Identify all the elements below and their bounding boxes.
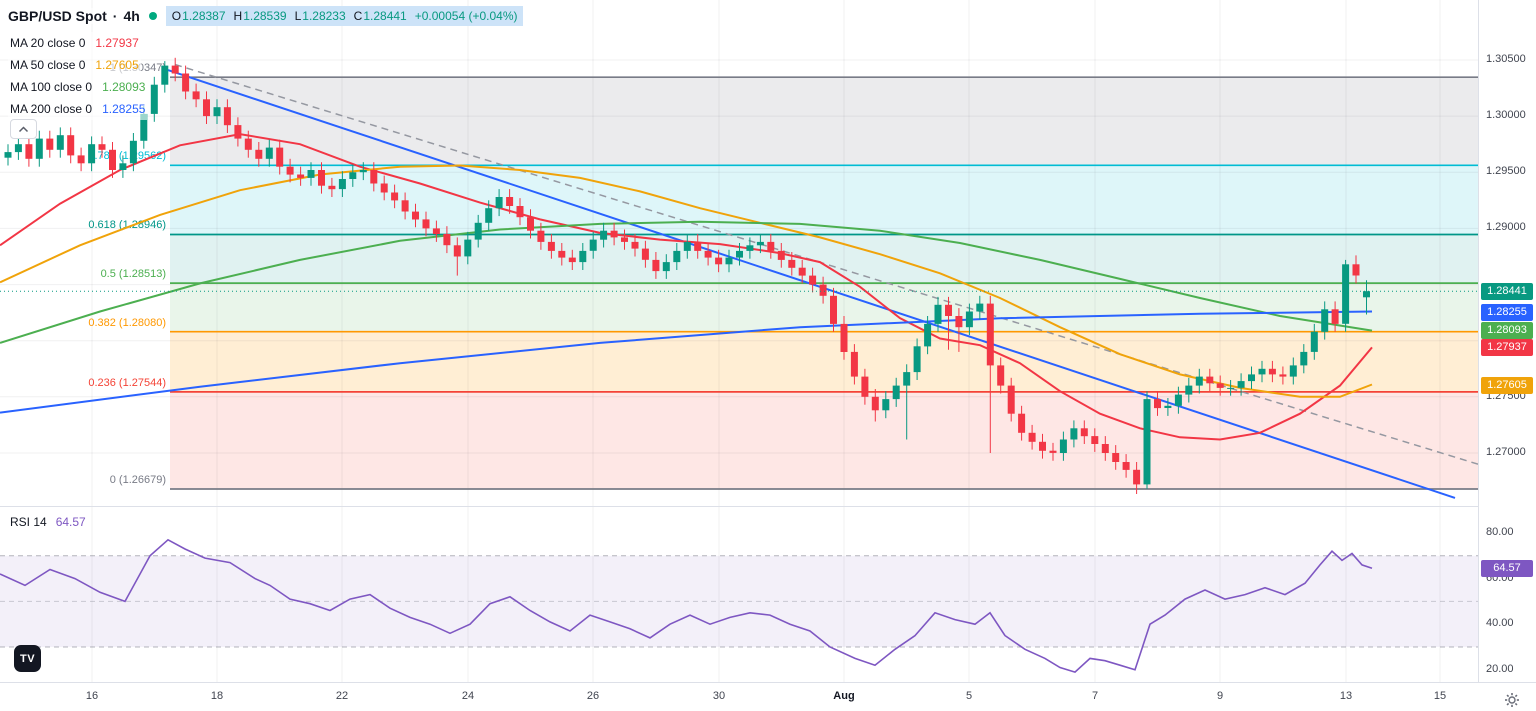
indicator-legend: MA 20 close 0 1.27937 MA 50 close 0 1.27605…	[8, 32, 523, 120]
chart-legend: GBP/USD Spot · 4h O 1.28387 H 1.28539 L 1.2…	[8, 6, 524, 120]
time-axis-label: 30	[712, 690, 726, 702]
candles-layer	[4, 57, 1370, 494]
price-axis-badge: 1.28255	[1481, 304, 1533, 321]
market-status-icon[interactable]	[148, 12, 157, 20]
price-axis-label: 1.27000	[1486, 446, 1526, 458]
rsi-indicator-name: RSI 14	[10, 515, 47, 529]
price-axis-label: 1.29000	[1486, 221, 1526, 233]
grid-layer	[0, 0, 1478, 682]
price-axis-badge: 1.28441	[1481, 283, 1533, 300]
time-axis-label: 9	[1216, 690, 1224, 702]
time-axis-label: Aug	[833, 690, 855, 702]
low-readout: L 1.28233	[295, 9, 346, 23]
low-value: 1.28233	[302, 9, 346, 23]
fib-level-label-0[interactable]: 0 (1.26679)	[109, 474, 166, 486]
rsi-axis-label: 20.00	[1486, 663, 1514, 675]
time-axis-label: 5	[965, 690, 973, 702]
indicator-value: 1.27937	[95, 36, 139, 50]
price-axis-badge: 1.27937	[1481, 339, 1533, 356]
rsi-axis-label: 40.00	[1486, 617, 1514, 629]
open-label: O	[171, 9, 182, 23]
indicator-name: MA 100 close 0	[10, 80, 93, 94]
ma100-line	[0, 220, 1373, 344]
indicator-value: 1.27605	[95, 58, 139, 72]
indicator-legend-ma-20[interactable]: MA 20 close 0 1.27937	[8, 32, 141, 54]
time-axis-label: 18	[210, 690, 224, 702]
rsi-indicator-value: 64.57	[55, 515, 86, 529]
indicator-legend-ma-200[interactable]: MA 200 close 0 1.28255	[8, 98, 148, 120]
indicator-legend-ma-100[interactable]: MA 100 close 0 1.28093	[8, 76, 148, 98]
indicator-name: MA 200 close 0	[10, 102, 93, 116]
price-axis[interactable]: 1.30500 1.30000 1.29500 1.29000 1.27500 1.270…	[1478, 0, 1536, 711]
close-readout: C 1.28441	[354, 9, 407, 23]
fib-level-label-0.618[interactable]: 0.618 (1.28946)	[88, 219, 166, 231]
time-axis[interactable]: 16 18 22 24 26 30 Aug 5 7 9 13 15	[0, 682, 1536, 711]
interval-label[interactable]: 4h	[123, 8, 140, 24]
fib-level-label-0.236[interactable]: 0.236 (1.27544)	[88, 377, 166, 389]
legend-collapse-button[interactable]	[10, 119, 37, 139]
time-axis-label: 7	[1091, 690, 1099, 702]
indicator-name: MA 50 close 0	[10, 58, 86, 72]
high-value: 1.28539	[243, 9, 287, 23]
open-readout: O 1.28387	[172, 9, 226, 23]
rsi-layer	[0, 538, 1478, 673]
price-axis-label: 1.29500	[1486, 165, 1526, 177]
price-axis-badge: 1.28093	[1481, 322, 1533, 339]
ohlc-readout: O 1.28387 H 1.28539 L 1.28233 C 1.28441 +0.0…	[165, 6, 524, 26]
fib-level-label-0.5[interactable]: 0.5 (1.28513)	[100, 268, 166, 280]
rsi-value-badge: 64.57	[1481, 560, 1533, 577]
fib-level-label-0.382[interactable]: 0.382 (1.28080)	[88, 317, 166, 329]
rsi-axis-label: 80.00	[1486, 526, 1514, 538]
symbol-row: GBP/USD Spot · 4h O 1.28387 H 1.28539 L 1.2…	[8, 6, 524, 26]
time-axis-label: 26	[586, 690, 600, 702]
time-axis-label: 13	[1339, 690, 1353, 702]
low-label: L	[294, 9, 302, 23]
indicator-value: 1.28093	[102, 80, 146, 94]
symbol-separator: ·	[112, 8, 118, 24]
ma200-line	[0, 310, 1373, 414]
chevron-up-icon	[18, 125, 29, 132]
price-axis-badge: 1.27605	[1481, 377, 1533, 394]
high-readout: H 1.28539	[234, 9, 287, 23]
panel-separator[interactable]	[0, 506, 1478, 507]
time-axis-label: 15	[1433, 690, 1447, 702]
change-value: +0.00054 (+0.04%)	[414, 9, 518, 23]
close-label: C	[353, 9, 363, 23]
gear-glyph	[1505, 693, 1519, 707]
indicator-value: 1.28255	[102, 102, 146, 116]
high-label: H	[233, 9, 243, 23]
rsi-line	[0, 538, 1373, 673]
chart-canvas[interactable]	[0, 0, 1478, 682]
time-axis-label: 24	[461, 690, 475, 702]
symbol-title[interactable]: GBP/USD Spot	[8, 8, 107, 24]
price-axis-label: 1.30000	[1486, 109, 1526, 121]
price-axis-label: 1.30500	[1486, 53, 1526, 65]
tradingview-logo[interactable]: TV	[14, 645, 41, 672]
fib-lines-layer	[170, 76, 1478, 490]
settings-gear-icon[interactable]	[1503, 691, 1521, 709]
close-value: 1.28441	[363, 9, 407, 23]
indicator-name: MA 20 close 0	[10, 36, 86, 50]
open-value: 1.28387	[182, 9, 226, 23]
rsi-legend[interactable]: RSI 14 64.57	[8, 515, 88, 529]
time-axis-label: 22	[335, 690, 349, 702]
time-axis-label: 16	[85, 690, 99, 702]
indicator-legend-ma-50[interactable]: MA 50 close 0 1.27605	[8, 54, 141, 76]
